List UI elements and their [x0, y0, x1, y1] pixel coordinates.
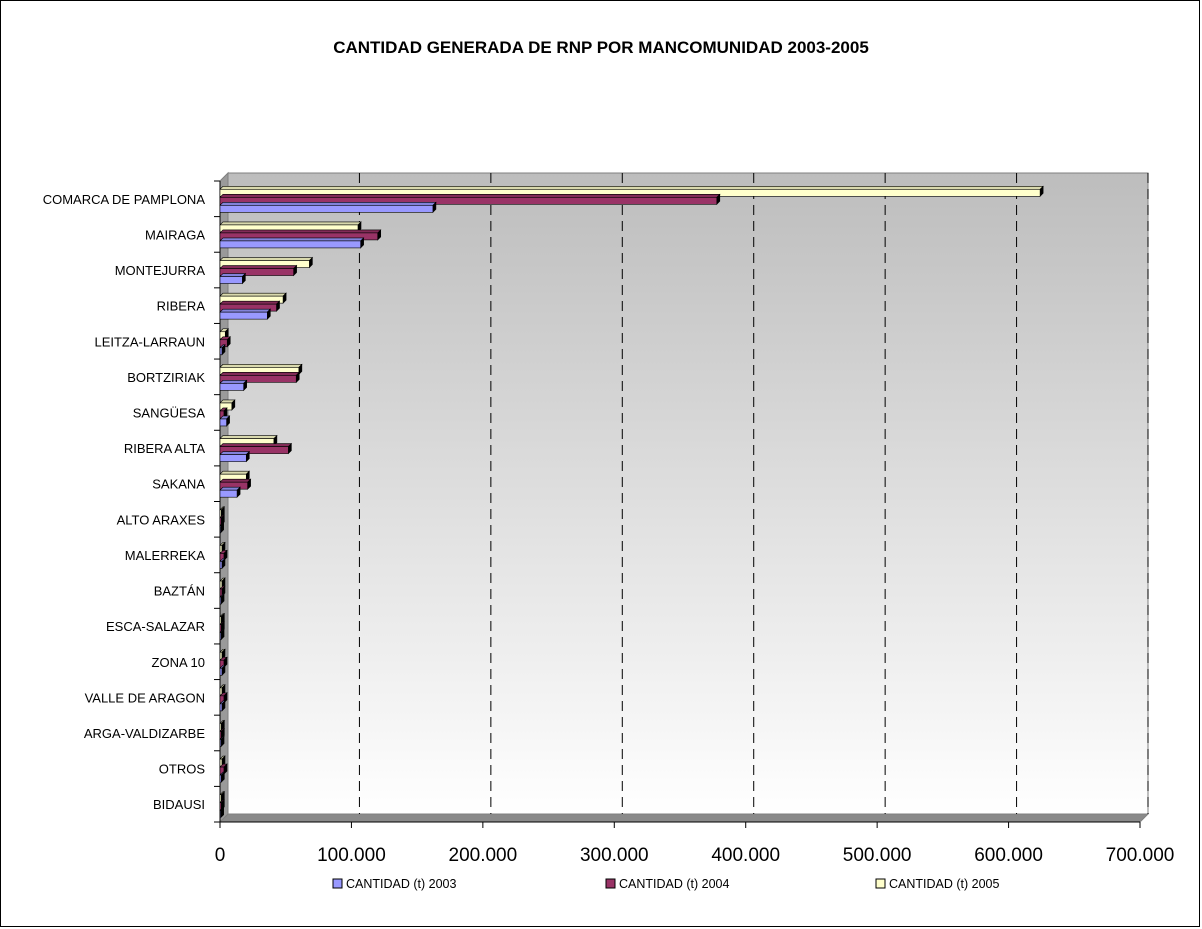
category-label: COMARCA DE PAMPLONA	[43, 192, 206, 207]
bar-top-face	[219, 470, 251, 475]
bar-top-face	[219, 478, 252, 483]
bar	[219, 347, 223, 356]
bar	[219, 723, 222, 731]
x-tick-label: 100.000	[317, 845, 386, 866]
legend-swatch	[605, 878, 616, 889]
legend-swatch	[332, 878, 343, 889]
category-label: MAIRAGA	[145, 227, 205, 242]
category-label: MONTEJURRA	[115, 263, 206, 278]
bar-top-face	[219, 186, 1044, 190]
category-label: BIDAUSI	[153, 797, 205, 812]
bar	[219, 794, 222, 802]
category-label: RIBERA	[157, 299, 206, 314]
legend-label: CANTIDAD (t) 2004	[619, 877, 729, 891]
bar-top-face	[219, 435, 278, 439]
chart-title: CANTIDAD GENERADA DE RNP POR MANCOMUNIDA…	[333, 38, 869, 57]
bar-top-face	[219, 273, 247, 277]
category-label: SAKANA	[152, 477, 205, 492]
category-label: RIBERA ALTA	[124, 441, 205, 456]
category-label: VALLE DE ARAGON	[85, 690, 205, 705]
bar-top-face	[219, 202, 437, 206]
bar	[219, 446, 289, 454]
bar-top-face	[219, 372, 300, 376]
bar-top-face	[219, 265, 298, 269]
category-label: MALERREKA	[125, 548, 206, 563]
bar-top-face	[219, 229, 382, 234]
bar-top-face	[219, 451, 251, 455]
bar	[219, 616, 222, 624]
category-label: BORTZIRIAK	[127, 370, 205, 385]
bar	[219, 802, 222, 810]
bar-top-face	[219, 380, 248, 384]
bar	[219, 205, 434, 213]
bar	[219, 810, 221, 818]
bar	[219, 383, 244, 391]
x-tick-label: 400.000	[711, 845, 780, 866]
bar-top-face	[219, 221, 362, 226]
x-tick-label: 200.000	[449, 845, 518, 866]
legend-label: CANTIDAD (t) 2003	[346, 877, 456, 891]
category-label: LEITZA-LARRAUN	[94, 334, 205, 349]
bar-top-face	[219, 257, 314, 261]
bar	[219, 418, 227, 427]
bar	[219, 454, 247, 462]
bar	[219, 624, 222, 632]
x-tick-label: 700.000	[1106, 845, 1175, 866]
category-label: SANGÜESA	[133, 405, 206, 420]
x-tick-label: 500.000	[843, 845, 912, 866]
bar	[219, 667, 223, 676]
bar	[219, 311, 268, 320]
x-tick-label: 0	[215, 845, 226, 866]
category-label: ARGA-VALDIZARBE	[84, 726, 205, 741]
bar	[219, 596, 222, 605]
bar	[219, 632, 222, 640]
plot-back-wall	[227, 172, 1149, 815]
plot-floor	[218, 813, 1150, 823]
bar	[219, 509, 222, 518]
bar	[219, 561, 223, 569]
bar-top-face	[219, 194, 721, 198]
legend-label: CANTIDAD (t) 2005	[889, 877, 999, 891]
bar-top-face	[219, 364, 303, 368]
bar-top-face	[219, 308, 272, 313]
bar	[219, 731, 222, 739]
bar	[219, 703, 223, 712]
category-label: ALTO ARAXES	[117, 512, 206, 527]
category-label: ESCA-SALAZAR	[106, 619, 205, 634]
bar-top-face	[219, 443, 293, 447]
bar	[219, 276, 243, 284]
bar	[219, 739, 222, 747]
bar	[219, 774, 222, 783]
bar-top-face	[219, 237, 365, 242]
bar	[219, 375, 297, 383]
category-label: BAZTÁN	[154, 584, 205, 599]
bar-top-face	[219, 300, 281, 305]
category-label: ZONA 10	[152, 655, 205, 670]
bar	[219, 525, 221, 534]
x-tick-label: 300.000	[580, 845, 649, 866]
bar	[219, 240, 361, 249]
bar-top-face	[219, 486, 241, 491]
bar	[219, 489, 238, 498]
bar	[219, 197, 718, 205]
category-label: OTROS	[159, 762, 206, 777]
bar	[219, 517, 222, 526]
bar-top-face	[219, 292, 287, 297]
legend-swatch	[875, 878, 886, 889]
x-tick-label: 600.000	[974, 845, 1043, 866]
bar	[219, 268, 294, 276]
